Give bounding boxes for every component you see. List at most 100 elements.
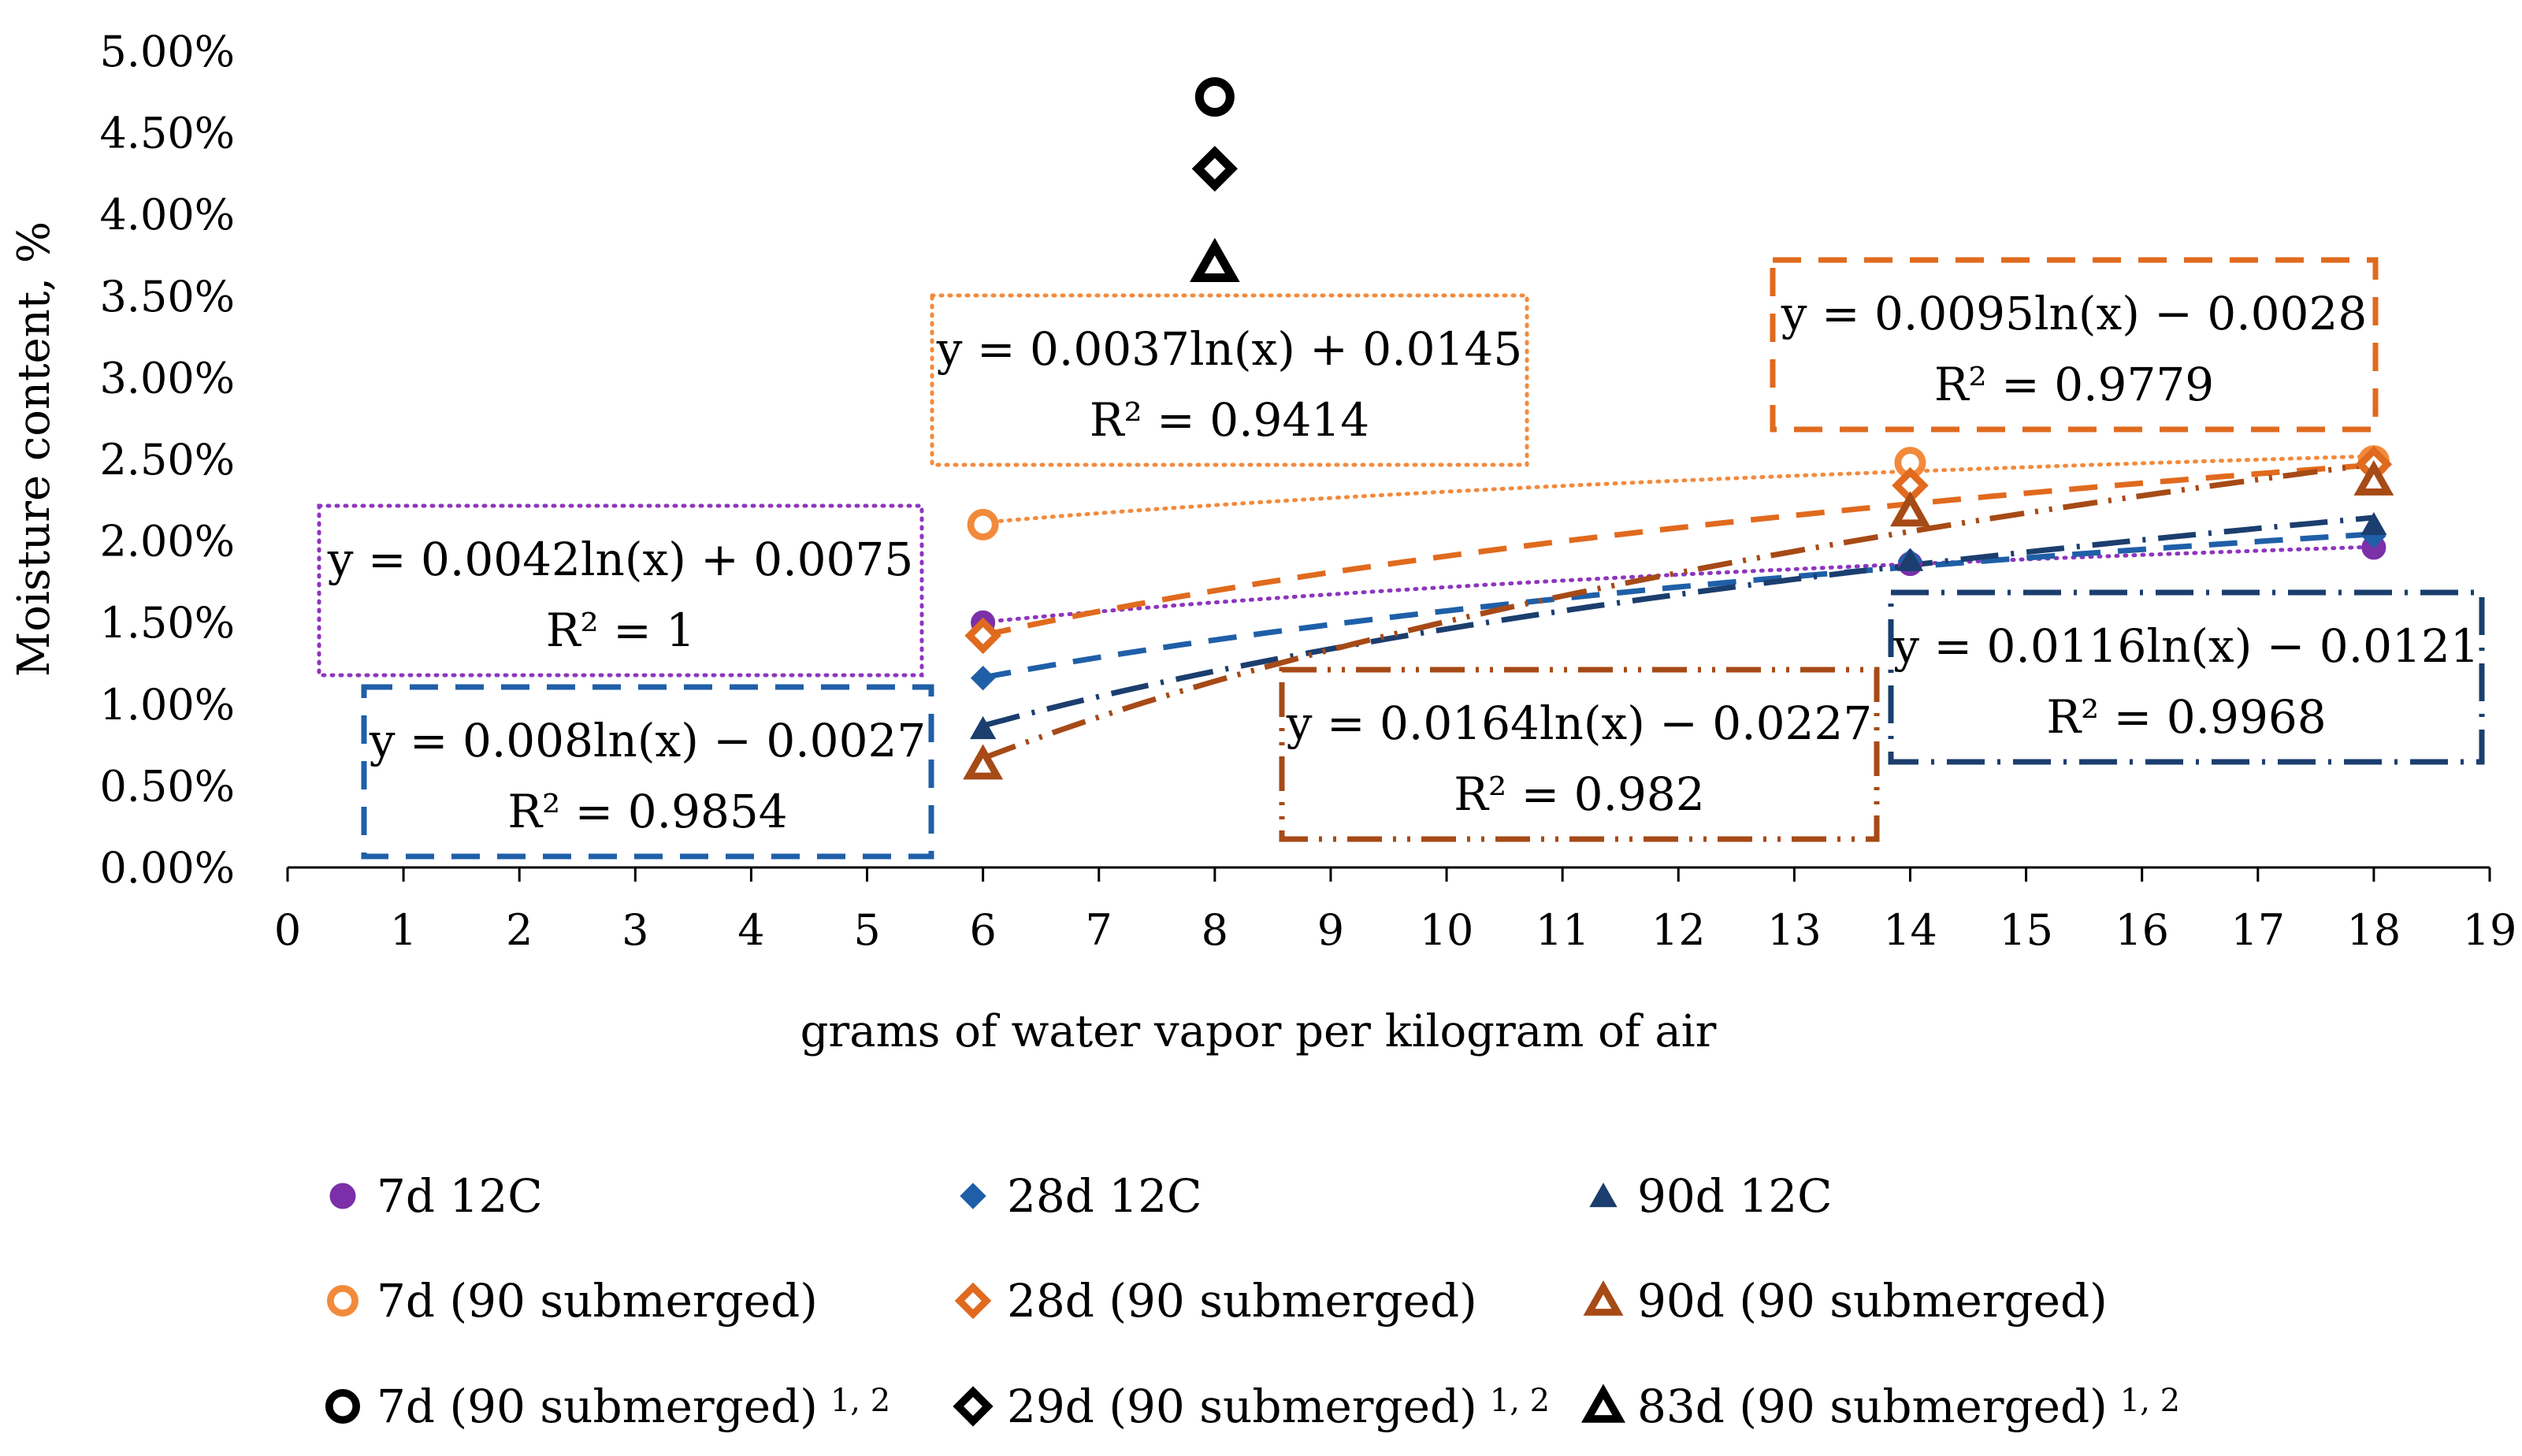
legend-marker-7 — [325, 1388, 360, 1424]
legend-item-8: 29d (90 submerged) 1, 2 — [953, 1380, 1550, 1433]
data-point-series-3 — [2360, 511, 2387, 536]
y-tick-label: 1.00% — [99, 680, 235, 730]
tick-labels: 0 1 2 3 4 5 6 7 8 9 10 11 12 13 14 15 16 17 18 190.00%0.50%… — [99, 27, 2516, 955]
data-point-series-7 — [1194, 77, 1235, 117]
x-tick-label: 13 — [1767, 905, 1822, 955]
legend-label-6: 90d (90 submerged) — [1637, 1274, 2108, 1328]
legend-label-2: 28d 12C — [1007, 1169, 1202, 1223]
data-point-series-9 — [1189, 237, 1240, 282]
legend-label-1: 7d 12C — [377, 1169, 543, 1223]
legend-item-2: 28d 12C — [960, 1169, 1202, 1223]
x-tick-label: 8 — [1202, 905, 1228, 955]
legend-marker-2 — [960, 1183, 986, 1209]
legend-marker-6 — [1583, 1280, 1624, 1316]
x-tick-label: 4 — [737, 905, 764, 955]
trendline-2 — [982, 531, 2375, 681]
legend-marker-3 — [1589, 1182, 1618, 1208]
r-squared-line: R² = 0.9414 — [1090, 393, 1369, 447]
y-tick-label: 3.00% — [99, 353, 235, 403]
equation-box-5 — [1770, 257, 2379, 433]
y-tick-label: 2.50% — [99, 435, 235, 485]
x-tick-label: 16 — [2115, 905, 2169, 955]
x-tick-label: 6 — [969, 905, 996, 955]
data-point-series-8 — [1191, 146, 1238, 192]
x-tick-label: 15 — [1999, 905, 2053, 955]
legend-item-6: 90d (90 submerged) — [1583, 1274, 2108, 1328]
equation-box-4 — [930, 293, 1529, 467]
x-tick-label: 5 — [853, 905, 880, 955]
legend-marker-4 — [326, 1285, 358, 1317]
data-point-series-6 — [2353, 459, 2394, 496]
y-axis-title: Moisture content, % — [9, 221, 60, 677]
r-squared-line: R² = 0.982 — [1454, 767, 1704, 821]
legend-footnote: 1, 2 — [1490, 1383, 1550, 1419]
legend-label-4: 7d (90 submerged) — [377, 1274, 818, 1328]
y-tick-label: 1.50% — [99, 598, 235, 648]
data-point-series-6 — [963, 744, 1004, 780]
legend-marker-1 — [329, 1183, 356, 1209]
equation-box-1 — [317, 503, 924, 678]
y-tick-label: 4.00% — [99, 190, 235, 240]
equation-line: y = 0.0042ln(x) + 0.0075 — [327, 533, 913, 586]
legend-label-8: 29d (90 submerged) 1, 2 — [1007, 1380, 1550, 1433]
legend-item-4: 7d (90 submerged) — [326, 1274, 818, 1328]
trendline-6 — [982, 461, 2375, 761]
x-tick-label: 2 — [506, 905, 533, 955]
trendlines — [981, 454, 2376, 761]
equation-line: y = 0.008ln(x) − 0.0027 — [369, 714, 927, 767]
x-tick-label: 1 — [390, 905, 417, 955]
trendline-equations: y = 0.0042ln(x) + 0.0075 R² = 1 y = 0.008l… — [317, 257, 2485, 860]
equation-line: y = 0.0116ln(x) − 0.0121 — [1892, 619, 2479, 673]
y-tick-label: 0.00% — [99, 843, 235, 893]
data-point-series-4 — [967, 508, 999, 540]
x-tick-label: 0 — [274, 905, 301, 955]
equation-box-6 — [1279, 667, 1880, 842]
legend-footnote: 1, 2 — [830, 1383, 890, 1419]
r-squared-line: R² = 0.9854 — [507, 785, 787, 838]
legend: 7d 12C 28d 12C 90d 12C 7d (90 submerged) 28d… — [325, 1169, 2180, 1433]
equation-box-3 — [1888, 589, 2485, 765]
legend-marker-8 — [953, 1386, 994, 1427]
y-tick-label: 0.50% — [99, 761, 235, 811]
x-tick-label: 9 — [1317, 905, 1344, 955]
y-tick-label: 4.50% — [99, 109, 235, 158]
x-axis-title: grams of water vapor per kilogram of air — [800, 1006, 1717, 1057]
legend-item-7: 7d (90 submerged) 1, 2 — [325, 1380, 890, 1433]
data-point-series-3 — [970, 715, 997, 740]
x-tick-label: 17 — [2230, 905, 2285, 955]
legend-item-3: 90d 12C — [1589, 1169, 1833, 1223]
x-tick-label: 19 — [2463, 905, 2517, 955]
legend-marker-9 — [1580, 1384, 1626, 1423]
x-tick-label: 18 — [2347, 905, 2401, 955]
legend-item-5: 28d (90 submerged) — [954, 1274, 1477, 1328]
y-tick-label: 3.50% — [99, 272, 235, 321]
legend-item-1: 7d 12C — [329, 1169, 543, 1223]
y-tick-label: 5.00% — [99, 27, 235, 76]
legend-label-5: 28d (90 submerged) — [1007, 1274, 1477, 1328]
y-tick-label: 2.00% — [99, 517, 235, 566]
x-tick-label: 10 — [1420, 905, 1474, 955]
x-tick-label: 14 — [1883, 905, 1937, 955]
legend-label-7: 7d (90 submerged) 1, 2 — [377, 1380, 890, 1433]
equation-box-2 — [361, 684, 934, 860]
trendline-4 — [981, 454, 2376, 525]
data-point-series-2 — [970, 665, 996, 691]
r-squared-line: R² = 0.9779 — [1934, 358, 2214, 411]
equation-line: y = 0.0095ln(x) − 0.0028 — [1781, 287, 2367, 340]
data-point-series-5 — [964, 617, 1001, 655]
legend-footnote: 1, 2 — [2120, 1383, 2180, 1419]
legend-marker-5 — [954, 1282, 992, 1320]
x-tick-label: 7 — [1086, 905, 1112, 955]
legend-item-9: 83d (90 submerged) 1, 2 — [1580, 1380, 2180, 1433]
equation-line: y = 0.0037ln(x) + 0.0145 — [936, 322, 1522, 376]
axes: Moisture content, % grams of water vapor… — [9, 221, 2491, 1057]
x-tick-label: 11 — [1536, 905, 1590, 955]
data-point-series-6 — [1889, 491, 1930, 527]
r-squared-line: R² = 1 — [546, 604, 695, 657]
r-squared-line: R² = 0.9968 — [2046, 690, 2326, 744]
trendline-5 — [982, 462, 2375, 638]
data-points — [963, 77, 2394, 780]
equation-line: y = 0.0164ln(x) − 0.0227 — [1286, 696, 1872, 750]
x-tick-label: 12 — [1651, 905, 1706, 955]
